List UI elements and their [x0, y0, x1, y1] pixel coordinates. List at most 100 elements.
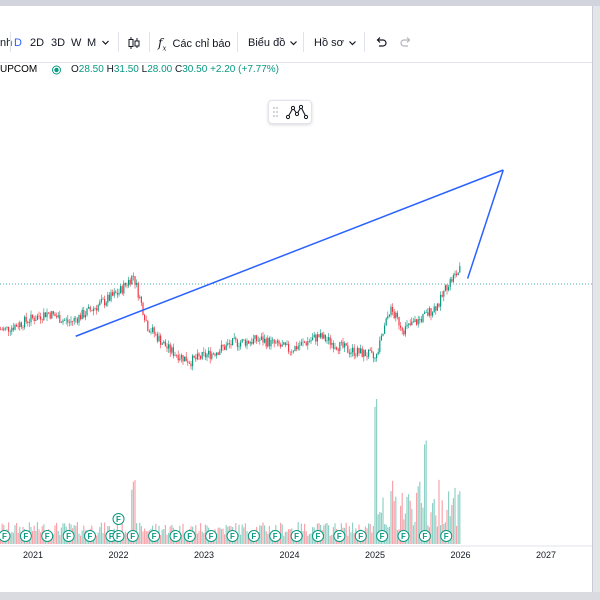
candle-style-icon[interactable] — [126, 36, 142, 50]
candle-body — [123, 283, 125, 294]
volume-bar — [283, 535, 285, 544]
volume-bar — [240, 534, 242, 544]
event-badge-label: F — [130, 532, 135, 541]
symbol-search-cut[interactable]: nh — [0, 37, 13, 49]
volume-bar — [446, 509, 448, 544]
volume-bar — [414, 521, 416, 544]
candle-body — [254, 335, 256, 339]
trendline[interactable] — [75, 169, 504, 337]
legend-ohlc: O28.50 H31.50 L28.00 C30.50 +2.20 (+7.77… — [71, 63, 279, 77]
candle-body — [241, 339, 243, 343]
candle-body — [33, 317, 35, 322]
candle-body — [270, 340, 272, 347]
trendline[interactable] — [466, 169, 504, 279]
candle-body — [286, 343, 288, 345]
candle-body — [360, 348, 362, 354]
candle-body — [321, 333, 323, 339]
candle-body — [456, 273, 458, 276]
toolbar-separator — [237, 32, 238, 52]
candle-body — [121, 286, 123, 294]
legend-close: 30.50 — [182, 64, 208, 75]
volume-bar — [102, 533, 104, 544]
interval-m[interactable]: M — [87, 37, 97, 49]
candle-body — [326, 340, 328, 342]
drag-handle-icon[interactable] — [271, 101, 281, 123]
dividend-event-icon — [312, 530, 324, 542]
volume-bar — [36, 522, 38, 544]
candle-body — [200, 356, 202, 359]
redo-icon[interactable] — [399, 36, 413, 50]
candle-body — [446, 285, 448, 291]
volume-bar — [124, 531, 126, 544]
volume-bar — [222, 528, 224, 544]
candle-body — [297, 346, 299, 350]
x-tick-label: 2026 — [450, 550, 470, 560]
volume-bar — [161, 529, 163, 544]
interval-d[interactable]: D — [14, 37, 22, 49]
candle-body — [32, 314, 34, 318]
candle-body — [454, 273, 456, 276]
candle-body — [36, 315, 38, 320]
volume-bar — [411, 508, 413, 544]
candle-body — [315, 334, 317, 342]
candle-body — [160, 335, 162, 345]
candle-body — [185, 356, 187, 362]
trendline-layer[interactable] — [75, 169, 504, 337]
chevron-down-icon[interactable] — [101, 36, 110, 50]
undo-icon[interactable] — [374, 36, 388, 50]
volume-bar — [451, 505, 453, 544]
volume-bar — [286, 531, 288, 544]
toolbar-separator — [118, 32, 119, 52]
time-axis: 2021 2022 2023 2024 2025 2026 2027 — [23, 550, 556, 560]
candle-body — [232, 338, 234, 346]
candle-body — [193, 355, 195, 358]
candle-body — [105, 302, 107, 306]
candle-body — [166, 346, 168, 349]
object-tree-icon[interactable] — [286, 103, 308, 121]
event-badge-label: F — [444, 532, 449, 541]
dividend-event-icon — [354, 530, 367, 542]
volume-bar — [224, 534, 226, 544]
candle-body — [403, 330, 405, 335]
candle-body — [120, 286, 122, 293]
volume-bar — [201, 531, 203, 544]
candle-body — [409, 323, 411, 326]
interval-2d[interactable]: 2D — [30, 37, 45, 49]
candle-body — [131, 275, 133, 285]
candle-body — [59, 315, 61, 323]
candle-body — [144, 314, 146, 321]
dividend-event-icon — [41, 530, 54, 542]
candle-body — [158, 335, 160, 342]
candle-body — [408, 323, 410, 325]
chart-type-button[interactable]: Biểu đồ — [248, 36, 299, 50]
floating-drawing-toolbar[interactable] — [268, 100, 312, 124]
candle-body — [84, 315, 86, 318]
candle-body — [459, 266, 461, 273]
price-chart[interactable]: F F F F F F F F F F F F F F F F F F F F F F FF 2021 2022 2023 202… — [0, 0, 592, 592]
event-badge-label: F — [337, 532, 342, 541]
candle-body — [379, 340, 381, 352]
indicators-button[interactable]: fx Các chỉ báo — [158, 36, 231, 52]
volume-bar — [32, 530, 34, 544]
candle-body — [56, 316, 58, 318]
volume-bar — [409, 500, 411, 544]
dividend-event-icon — [19, 530, 32, 542]
profile-button[interactable]: Hồ sơ — [314, 36, 358, 50]
candle-body — [91, 310, 93, 312]
volume-bar — [284, 531, 286, 544]
candle-body — [145, 320, 147, 321]
interval-3d[interactable]: 3D — [51, 37, 66, 49]
candle-body — [206, 354, 208, 358]
candle-body — [20, 322, 22, 327]
candle-body — [296, 346, 298, 350]
candle-body — [251, 342, 253, 344]
volume-bar — [433, 498, 435, 544]
candle-body — [452, 275, 454, 282]
candle-body — [172, 347, 174, 356]
candle-body — [70, 321, 72, 323]
volume-bar — [246, 531, 248, 544]
candle-body — [155, 333, 157, 335]
interval-w[interactable]: W — [71, 37, 82, 49]
legend-exchange[interactable]: UPCOM — [0, 64, 38, 75]
candle-body — [291, 351, 293, 353]
